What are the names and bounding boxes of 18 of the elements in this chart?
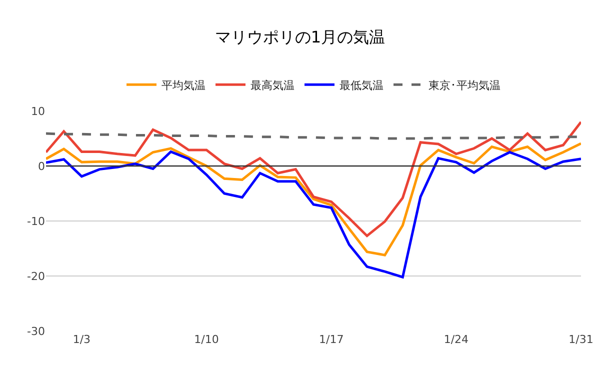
line-series: [46, 120, 581, 238]
y-tick-label: -20: [27, 270, 45, 283]
y-tick-label: -10: [27, 214, 45, 228]
x-tick-label: 1/17: [318, 333, 344, 346]
y-tick-label: -30: [27, 324, 45, 338]
chart-title: マリウポリの1月の気温: [214, 28, 386, 47]
legend-label: 東京･平均気温: [428, 78, 500, 92]
y-tick-label: 10: [31, 104, 45, 118]
y-tick-label: 0: [38, 160, 45, 173]
legend-label: 平均気温: [162, 78, 206, 92]
line-series: [46, 150, 581, 278]
x-tick-label: 1/10: [194, 333, 219, 346]
legend-label: 最高気温: [250, 78, 294, 92]
line-series: [46, 142, 581, 256]
legend-label: 最低気温: [340, 78, 384, 92]
x-tick-label: 1/3: [72, 333, 91, 346]
x-tick-label: 1/24: [444, 333, 469, 346]
x-tick-label: 1/31: [568, 333, 594, 346]
